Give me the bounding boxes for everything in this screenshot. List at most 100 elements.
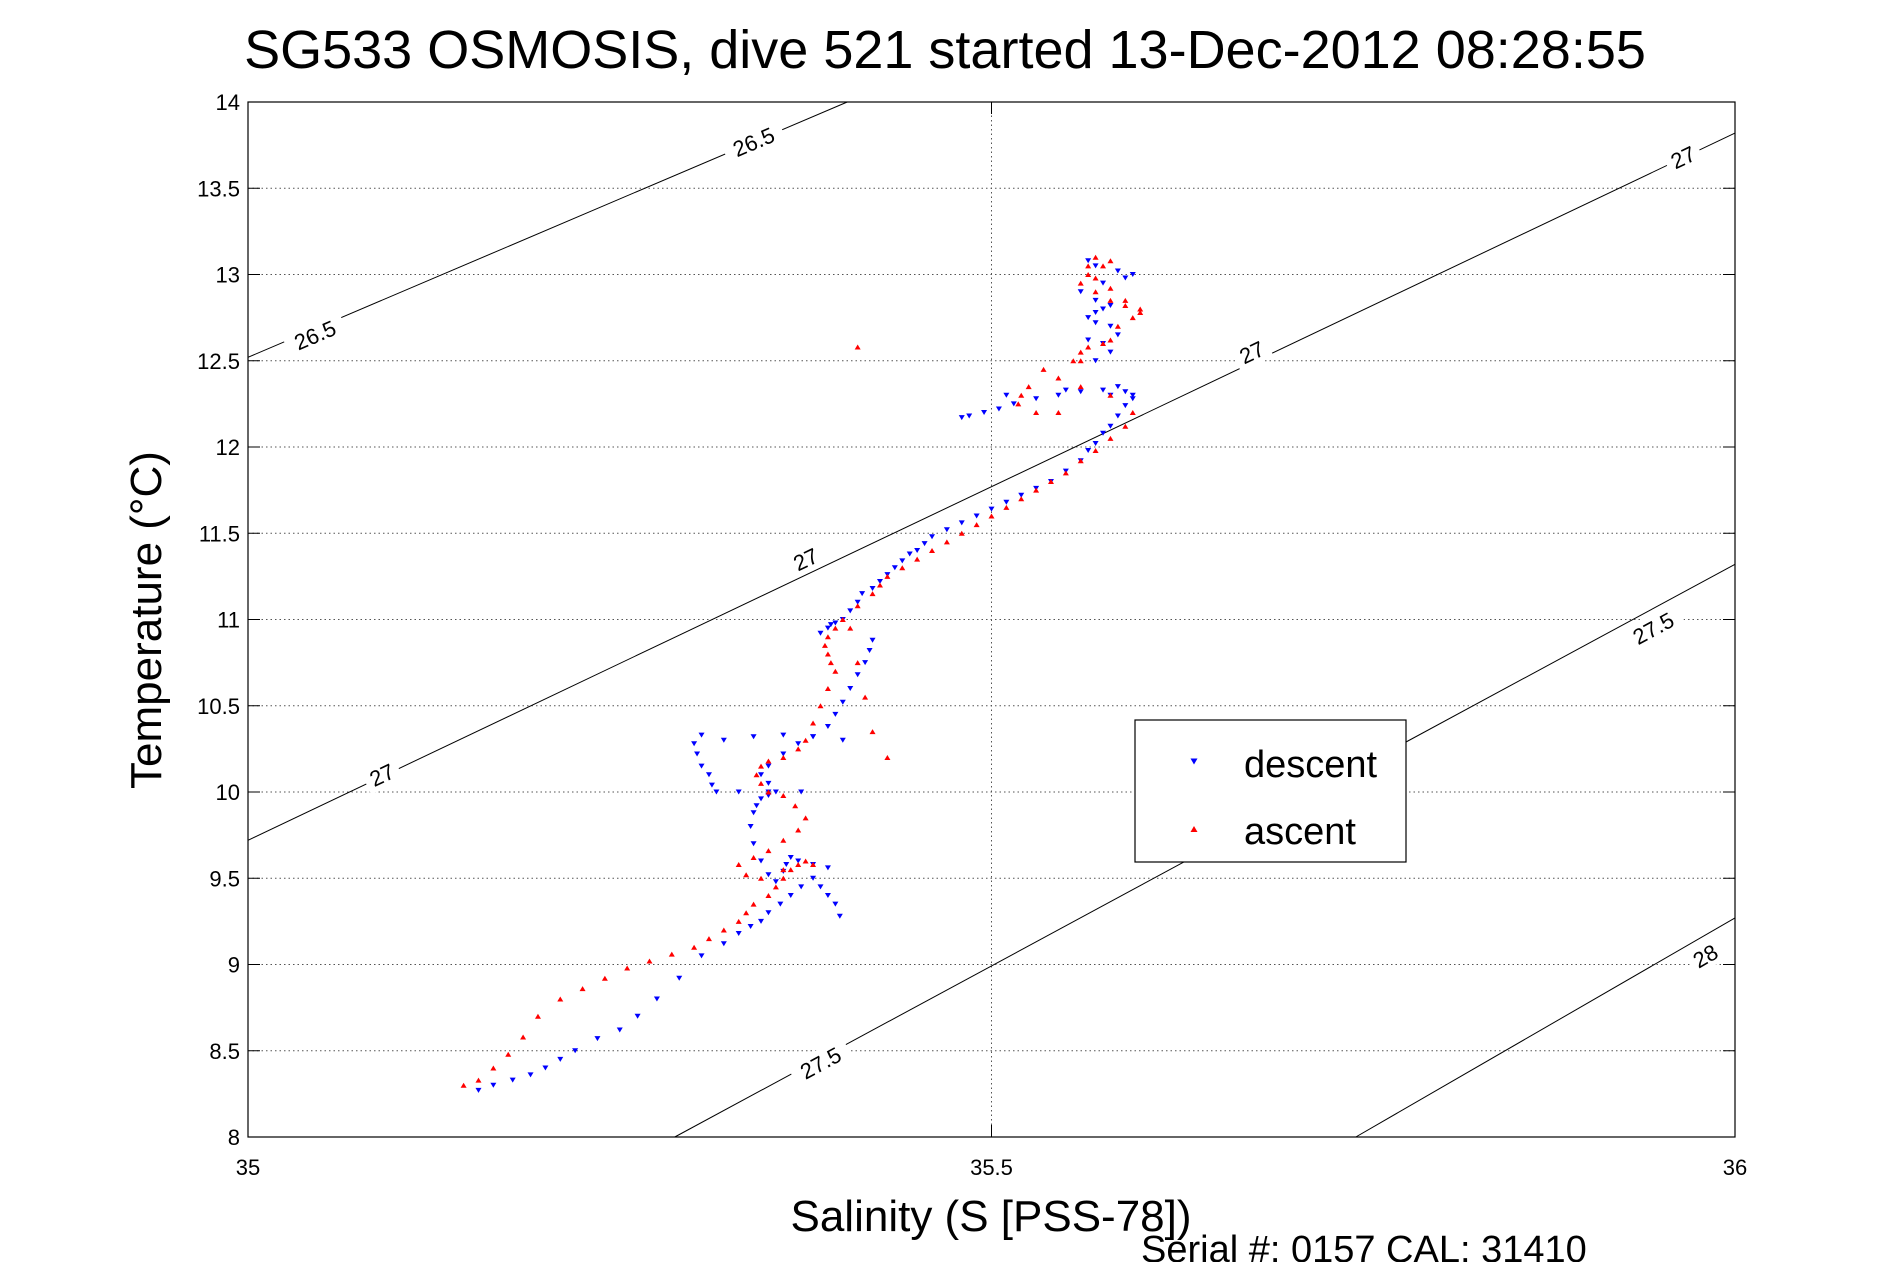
- ascent-point: [1085, 272, 1092, 277]
- descent-point: [694, 751, 701, 757]
- x-tick-label: 35.5: [970, 1155, 1013, 1180]
- descent-point: [616, 1027, 623, 1033]
- descent-point: [750, 734, 757, 740]
- ascent-point: [899, 565, 906, 571]
- descent-point: [966, 413, 973, 419]
- descent-point: [1129, 396, 1136, 402]
- ascent-point: [743, 910, 750, 916]
- descent-point: [929, 534, 936, 540]
- ascent-point: [862, 694, 869, 700]
- descent-point: [1092, 297, 1099, 303]
- ascent-point: [832, 625, 839, 631]
- y-tick-label: 8.5: [209, 1039, 240, 1064]
- ascent-point: [1122, 423, 1129, 429]
- ascent-point: [795, 746, 802, 752]
- ascent-point: [1047, 479, 1054, 484]
- ascent-point: [1003, 504, 1010, 510]
- ascent-point: [1100, 341, 1107, 346]
- descent-point: [1010, 401, 1017, 407]
- descent-point: [1114, 332, 1121, 338]
- ascent-point: [460, 1082, 467, 1088]
- descent-point: [795, 741, 802, 747]
- descent-point: [758, 918, 765, 924]
- ascent-point: [579, 986, 586, 992]
- descent-point: [698, 732, 705, 738]
- descent-point: [713, 789, 720, 795]
- ascent-point: [988, 513, 995, 519]
- descent-point: [839, 699, 846, 705]
- ascent-point: [802, 815, 809, 821]
- ascent-point: [958, 530, 965, 536]
- ascent-point: [1137, 306, 1144, 312]
- ascent-point: [1070, 358, 1077, 364]
- ascent-point: [884, 755, 891, 760]
- y-tick-label: 14: [216, 90, 240, 115]
- descent-point: [1114, 268, 1121, 274]
- ascent-point: [765, 789, 772, 795]
- descent-point: [847, 608, 854, 614]
- ascent-point: [1129, 315, 1136, 321]
- ascent-point: [1077, 458, 1084, 464]
- ascent-point: [753, 772, 760, 778]
- descent-point: [832, 711, 839, 717]
- ascent-point: [520, 1034, 527, 1040]
- ascent-point: [624, 965, 631, 971]
- ascent-point: [1018, 496, 1025, 502]
- ascent-point: [1122, 303, 1129, 309]
- legend: descent ascent: [1134, 719, 1407, 863]
- ascent-point: [787, 867, 794, 873]
- density-contour-label-bg: [359, 755, 404, 795]
- descent-point: [708, 782, 715, 788]
- descent-point: [995, 406, 1002, 412]
- ascent-point: [1114, 323, 1121, 329]
- descent-point: [772, 879, 779, 885]
- ascent-point: [780, 867, 787, 873]
- descent-point: [787, 855, 794, 861]
- descent-point: [1122, 275, 1129, 281]
- descent-point: [750, 841, 757, 847]
- descent-point: [698, 953, 705, 959]
- ascent-point: [832, 668, 839, 674]
- descent-point: [847, 686, 854, 691]
- ascent-point: [1092, 275, 1099, 281]
- ascent-point: [824, 651, 831, 657]
- descent-point: [475, 1087, 482, 1093]
- ascent-point: [824, 686, 831, 691]
- ascent-point: [1077, 358, 1084, 364]
- descent-point: [891, 565, 898, 571]
- descent-point: [780, 751, 787, 757]
- descent-point: [899, 558, 906, 564]
- ascent-point: [1137, 309, 1144, 315]
- descent-point: [1107, 349, 1114, 355]
- legend-descent-marker: [1190, 758, 1198, 765]
- data-points: [460, 254, 1144, 1093]
- y-tick-label: 9.5: [209, 866, 240, 891]
- ascent-point: [1107, 258, 1114, 264]
- descent-point: [981, 410, 988, 415]
- ascent-point: [802, 737, 809, 743]
- ascent-point: [1018, 392, 1025, 398]
- descent-point: [824, 865, 831, 871]
- descent-point: [854, 599, 861, 605]
- descent-point: [772, 789, 779, 795]
- descent-point: [854, 672, 861, 678]
- ascent-point: [534, 1013, 541, 1019]
- ascent-point: [854, 603, 861, 609]
- descent-point: [1033, 396, 1040, 402]
- descent-point: [817, 884, 824, 890]
- descent-point: [1092, 441, 1099, 447]
- descent-point: [698, 763, 705, 769]
- descent-point: [827, 622, 834, 628]
- ascent-point: [795, 827, 802, 833]
- ascent-point: [810, 861, 817, 867]
- descent-point: [876, 579, 883, 585]
- density-contour-label-bg: [281, 310, 349, 359]
- descent-point: [958, 415, 965, 421]
- descent-point: [765, 872, 772, 878]
- descent-point: [1003, 392, 1010, 398]
- descent-point: [1122, 403, 1129, 409]
- y-tick-label: 10: [216, 780, 240, 805]
- ascent-point: [1033, 487, 1040, 493]
- descent-point: [921, 541, 928, 547]
- descent-point: [758, 796, 765, 802]
